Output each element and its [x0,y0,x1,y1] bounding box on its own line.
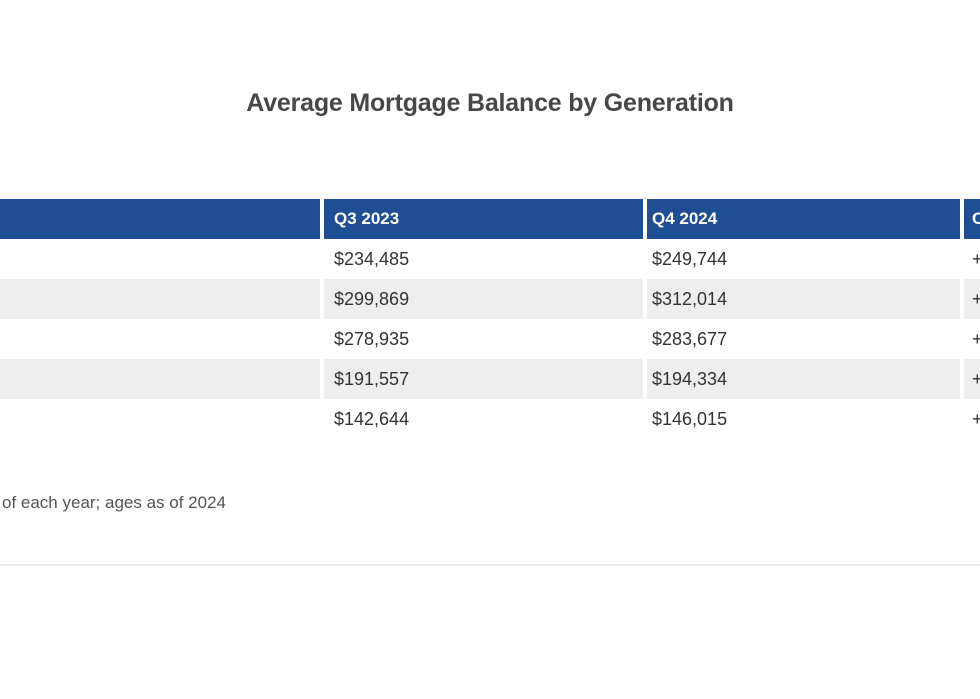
cell-q4-2024: $146,015 [643,399,962,439]
cell-q4-2024: $194,334 [643,359,962,399]
mortgage-balance-table: Q3 2023 Q4 2024 Change $234,485 $249,744… [0,199,980,439]
cell-generation [0,399,322,439]
page-title: Average Mortgage Balance by Generation [246,89,734,117]
source-note: of each year; ages as of 2024 [2,493,226,512]
cell-q3-2023: $234,485 [320,239,645,279]
table-row: $299,869 $312,014 + [0,279,980,319]
table-row: $234,485 $249,744 + [0,239,980,279]
cell-q3-2023: $191,557 [320,359,645,399]
cell-q4-2024: $283,677 [643,319,962,359]
cell-change: + [960,359,980,399]
cell-generation [0,279,322,319]
cell-q3-2023: $142,644 [320,399,645,439]
cell-q3-2023: $299,869 [320,279,645,319]
cell-q3-2023: $278,935 [320,319,645,359]
table-row: $142,644 $146,015 + [0,399,980,439]
cell-change: + [960,239,980,279]
cell-generation [0,239,322,279]
cell-generation [0,359,322,399]
cell-change: + [960,399,980,439]
table-row: $191,557 $194,334 + [0,359,980,399]
cell-q4-2024: $249,744 [643,239,962,279]
cell-q4-2024: $312,014 [643,279,962,319]
cell-change: + [960,319,980,359]
cell-generation [0,319,322,359]
header-change: Change [960,199,980,239]
cell-change: + [960,279,980,319]
header-q3-2023: Q3 2023 [320,199,645,239]
table-row: $278,935 $283,677 + [0,319,980,359]
data-table: Q3 2023 Q4 2024 Change $234,485 $249,744… [0,199,980,439]
header-q4-2024: Q4 2024 [643,199,962,239]
section-divider [0,564,980,566]
table-header-row: Q3 2023 Q4 2024 Change [0,199,980,239]
header-generation [0,199,322,239]
